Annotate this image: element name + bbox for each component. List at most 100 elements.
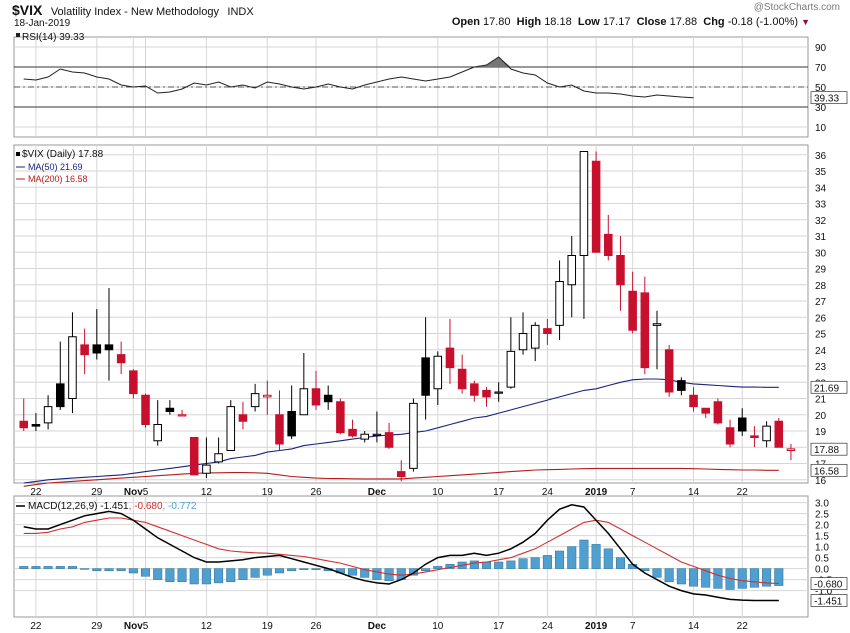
ma50-last-value-box [810, 380, 848, 394]
macd-panel [13, 495, 809, 618]
price-legend: $VIX (Daily) 17.88 [22, 149, 104, 160]
close-label: Close [636, 16, 667, 28]
candle-body [555, 281, 564, 326]
macd-histogram-bar [189, 568, 199, 585]
price-tick-label: 24 [815, 346, 827, 357]
candle-body [713, 401, 723, 424]
macd-histogram-bar [262, 568, 272, 576]
x-tick-label-bottom: 17 [493, 621, 505, 632]
x-tick-label: 22 [737, 487, 749, 498]
candle-body [263, 394, 272, 398]
instrument-name: Volatility Index - New Methodology [50, 6, 219, 18]
candle-body [482, 389, 491, 398]
x-tick-label: Nov [124, 487, 143, 498]
macd-histogram-bar [506, 560, 516, 569]
price-tick-label: 35 [815, 167, 827, 178]
chart-header: $VIX Volatility Index - New Methodology … [12, 2, 254, 20]
candle-body [725, 427, 735, 445]
open-value: 17.80 [483, 16, 511, 28]
rsi-last-value: 39.33 [814, 94, 839, 105]
candle-body [68, 336, 77, 399]
candle-body [43, 406, 53, 424]
candle-body [567, 255, 577, 286]
price-tick-label: 16 [815, 476, 827, 487]
price-tick-label: 36 [815, 151, 827, 162]
candle-body [372, 433, 382, 436]
x-tick-label-bottom: 5 [143, 621, 149, 632]
candle-body [774, 420, 784, 448]
macd-histogram-bar [603, 548, 613, 569]
x-tick-label: 7 [630, 487, 636, 498]
candle-body [737, 417, 747, 432]
macd-histogram-bar [689, 568, 699, 587]
candle-body [336, 401, 345, 434]
candle-body [506, 350, 516, 388]
candle-body [250, 393, 260, 408]
x-tick-label-bottom: Dec [368, 621, 387, 632]
candle-body [530, 324, 540, 349]
macd-tick-label: 2.5 [815, 510, 829, 521]
macd-histogram-bar [481, 561, 492, 569]
down-triangle-icon: ▼ [801, 17, 810, 27]
macd-tick-label: 1.5 [815, 532, 829, 543]
macd-histogram-bar [664, 568, 674, 583]
candle-body [56, 383, 65, 408]
candle-body [689, 394, 698, 408]
candle-body [189, 437, 199, 476]
candle-body [165, 407, 175, 412]
macd-histogram-bar [226, 568, 236, 583]
macd-legend-part: , -0.772 [163, 501, 197, 512]
candle-body [19, 420, 29, 429]
macd-histogram-bar [299, 568, 309, 570]
price-tick-label: 20 [815, 411, 827, 422]
ma-line-MA50 [23, 378, 779, 484]
candle-body [750, 435, 759, 438]
low-value: 17.17 [602, 16, 631, 28]
x-tick-label-bottom: 22 [30, 621, 42, 632]
macd-tick-label: 3.0 [815, 499, 829, 510]
close-last-value-box [810, 442, 848, 456]
signal-last-value: -0.680 [814, 580, 843, 591]
macd-histogram-bar [165, 568, 175, 583]
macd-last-value-box [810, 594, 848, 607]
x-tick-label-bottom: 22 [737, 621, 749, 632]
macd-tick-label: 0.5 [815, 554, 829, 565]
macd-histogram-bar [348, 568, 358, 576]
ma200-last-value-box [810, 463, 848, 477]
x-tick-label-bottom: 19 [262, 621, 274, 632]
candle-body [579, 151, 589, 256]
macd-histogram-bar [518, 558, 528, 569]
candle-body [786, 448, 796, 451]
x-tick-label: 17 [493, 487, 505, 498]
macd-histogram-bar [214, 568, 224, 584]
macd-histogram-bar [737, 568, 747, 589]
macd-histogram-bar [274, 568, 284, 574]
exchange: INDX [227, 6, 254, 18]
rsi-tick-label: 30 [815, 103, 827, 114]
candle-body [701, 407, 710, 414]
price-tick-label: 31 [815, 232, 827, 243]
candle-body [543, 328, 552, 334]
price-legend-swatch [16, 152, 20, 156]
macd-histogram-bar [469, 560, 479, 569]
macd-histogram-bar [360, 568, 370, 578]
macd-histogram-bar [238, 568, 248, 580]
macd-histogram-bar [201, 568, 211, 585]
candle-body [311, 388, 321, 406]
x-tick-label: 29 [91, 487, 103, 498]
macd-histogram-bar [372, 568, 382, 580]
macd-signal-line [23, 517, 779, 585]
macd-tick-label: -1.0 [815, 587, 833, 598]
macd-line [23, 504, 779, 602]
x-tick-label-bottom: 7 [630, 621, 636, 632]
symbol: $VIX [12, 2, 43, 18]
x-tick-label: 22 [30, 487, 42, 498]
candle-body [604, 233, 613, 256]
price-tick-label: 34 [815, 183, 827, 194]
macd-histogram-bar [19, 566, 29, 569]
x-tick-label-bottom: 29 [91, 621, 103, 632]
x-tick-label: 14 [688, 487, 700, 498]
price-tick-label: 32 [815, 216, 827, 227]
x-tick-label-bottom: 10 [432, 621, 444, 632]
